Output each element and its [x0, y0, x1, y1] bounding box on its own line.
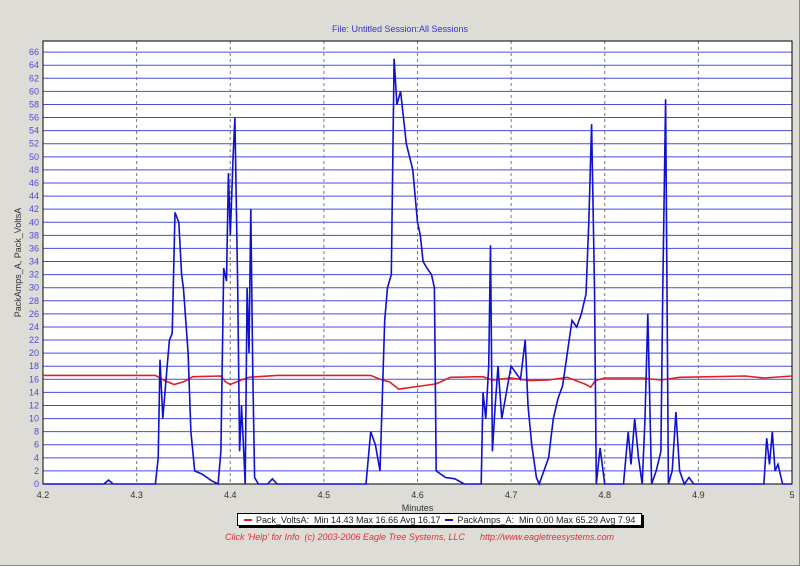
x-tick-label: 5: [789, 490, 794, 500]
y-tick-label: 28: [29, 296, 39, 306]
y-tick-label: 54: [29, 126, 39, 136]
y-tick-label: 24: [29, 322, 39, 332]
y-tick-label: 10: [29, 414, 39, 424]
y-tick-label: 36: [29, 243, 39, 253]
x-tick-label: 4.9: [692, 490, 705, 500]
y-tick-label: 38: [29, 230, 39, 240]
legend-swatch-volts: [244, 518, 252, 521]
y-tick-label: 2: [34, 466, 39, 476]
y-tick-label: 58: [29, 99, 39, 109]
y-tick-label: 42: [29, 204, 39, 214]
y-tick-label: 8: [34, 427, 39, 437]
x-tick-label: 4.4: [224, 490, 237, 500]
y-tick-label: 40: [29, 217, 39, 227]
y-tick-label: 50: [29, 152, 39, 162]
x-axis-label: Minutes: [402, 503, 434, 513]
x-tick-label: 4.6: [411, 490, 424, 500]
y-tick-label: 0: [34, 479, 39, 489]
y-tick-label: 44: [29, 191, 39, 201]
series-PackAmps_A: [43, 58, 792, 487]
legend-volts: Pack_VoltsA: Min 14.43 Max 16.66 Avg 16.…: [256, 514, 441, 525]
legend: Pack_VoltsA: Min 14.43 Max 16.66 Avg 16.…: [237, 513, 642, 526]
x-tick-label: 4.7: [505, 490, 518, 500]
y-tick-label: 48: [29, 165, 39, 175]
series-line-Pack_VoltsA: [43, 374, 793, 390]
chart-title: File: Untitled Session:All Sessions: [331, 24, 469, 34]
y-tick-label: 20: [29, 348, 39, 358]
series-Pack_VoltsA: [43, 374, 793, 390]
y-tick-label: 60: [29, 86, 39, 96]
y-tick-label: 22: [29, 335, 39, 345]
y-tick-label: 52: [29, 139, 39, 149]
y-tick-label: 18: [29, 361, 39, 371]
y-tick-label: 56: [29, 113, 39, 123]
y-axis-label: PackAmps_A, Pack_VoltsA: [13, 208, 23, 318]
y-tick-label: 34: [29, 257, 39, 267]
y-tick-label: 62: [29, 73, 39, 83]
help-text: Click 'Help' for Info (c) 2003-2006 Eagl…: [225, 532, 465, 542]
website-link[interactable]: http://www.eagletreesystems.com: [480, 532, 615, 542]
y-tick-label: 64: [29, 60, 39, 70]
y-tick-label: 32: [29, 270, 39, 280]
x-tick-label: 4.5: [318, 490, 331, 500]
x-tick-label: 4.2: [37, 490, 50, 500]
x-tick-label: 4.8: [598, 490, 611, 500]
y-tick-label: 46: [29, 178, 39, 188]
y-tick-label: 16: [29, 374, 39, 384]
series-line-PackAmps_A: [43, 58, 792, 487]
y-tick-label: 6: [34, 440, 39, 450]
legend-amps: PackAmps_A: Min 0.00 Max 65.29 Avg 7.94: [457, 514, 636, 525]
plot-border: [42, 40, 793, 485]
y-tick-label: 66: [29, 47, 39, 57]
y-tick-label: 26: [29, 309, 39, 319]
y-tick-label: 12: [29, 400, 39, 410]
y-tick-label: 30: [29, 283, 39, 293]
y-tick-label: 14: [29, 387, 39, 397]
x-tick-label: 4.3: [130, 490, 143, 500]
legend-swatch-amps: [445, 518, 454, 521]
chart-plot: 0246810121416182022242628303234363840424…: [13, 40, 795, 513]
y-tick-label: 4: [34, 453, 39, 463]
